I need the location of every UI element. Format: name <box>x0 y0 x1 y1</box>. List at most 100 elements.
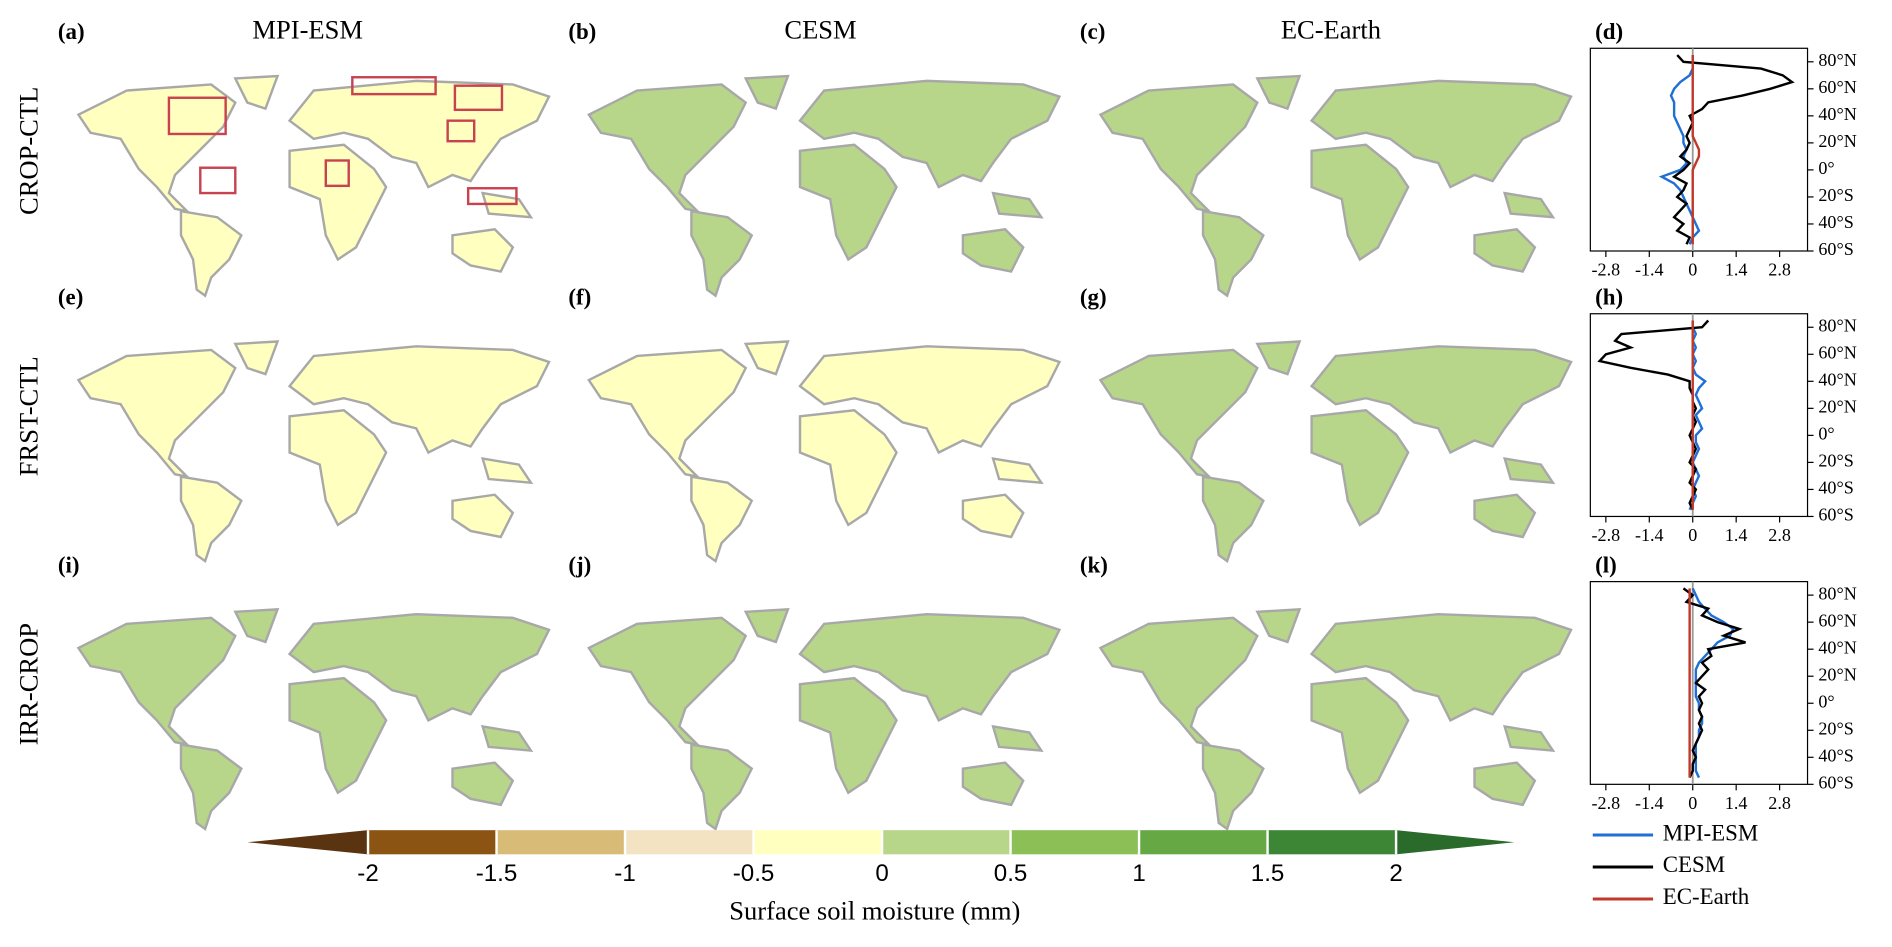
map-cell <box>445 260 459 274</box>
y-tick-label: 20°S <box>1818 451 1853 471</box>
map-cell <box>1132 203 1155 225</box>
map-cell <box>1422 234 1441 253</box>
y-tick-label: 60°S <box>1818 772 1853 792</box>
map-cell <box>1120 79 1133 92</box>
map-cell <box>634 526 664 556</box>
map-cell <box>381 732 401 752</box>
map-cell <box>306 766 320 780</box>
colorbar-extend <box>1396 830 1515 855</box>
x-tick-label: -2.8 <box>1592 525 1621 545</box>
colorbar-bin <box>368 830 497 855</box>
map-cell <box>620 749 655 784</box>
maps <box>77 74 1573 831</box>
map-cell <box>1261 524 1290 553</box>
map-cell <box>340 816 353 828</box>
map-cell <box>856 609 878 621</box>
column-title: CESM <box>784 15 856 45</box>
map-cell <box>914 251 949 286</box>
map-cell <box>1536 521 1569 554</box>
map-cell <box>1100 449 1107 461</box>
map-cell <box>1277 807 1298 828</box>
map-cell <box>373 271 384 282</box>
map-cell <box>415 532 442 559</box>
map-cell <box>1041 153 1060 183</box>
plot-frame <box>1589 581 1809 785</box>
map-cell <box>1100 489 1112 512</box>
map-cell <box>1447 269 1479 296</box>
map-cell <box>1162 762 1188 788</box>
map-cell <box>1129 783 1148 802</box>
map-cell <box>1273 256 1307 290</box>
map-cell <box>259 127 280 148</box>
x-tick-label: -1.4 <box>1635 793 1664 813</box>
panel-label: (h) <box>1595 285 1623 310</box>
map-cell <box>428 781 441 794</box>
map-cell <box>1555 674 1570 690</box>
map-cell <box>410 451 428 469</box>
map-cell <box>896 534 932 562</box>
land <box>1100 609 1572 829</box>
land <box>588 76 1060 296</box>
colorbar-bin <box>1267 830 1397 855</box>
map-cell <box>217 676 244 703</box>
map-cell <box>1126 733 1145 751</box>
row-label: IRR-CROP <box>13 623 43 745</box>
map-cell <box>1305 236 1337 267</box>
map-cell <box>1428 773 1441 785</box>
map-cell <box>85 517 99 531</box>
land <box>78 341 550 562</box>
map-cell <box>1257 672 1295 710</box>
map-cell <box>1433 504 1464 535</box>
map-cell <box>237 672 248 684</box>
map-cell <box>197 413 230 446</box>
panel-label: (l) <box>1595 552 1617 577</box>
x-tick-label: -1.4 <box>1635 260 1664 280</box>
profiles: (d) -2.8 -1.4 0 1.4 2.8 80°N 60°N 40°N 20°N 0° 20°S… <box>1589 19 1857 813</box>
map-cell <box>1135 447 1158 469</box>
panel-label: (a) <box>58 19 85 44</box>
map-cell <box>1406 464 1429 487</box>
map-cell <box>1544 664 1572 693</box>
map-cell <box>591 718 619 746</box>
map-cell <box>263 652 288 677</box>
map-cell <box>116 459 148 492</box>
colorbar-bin <box>1010 830 1140 855</box>
map-cell <box>759 415 793 449</box>
map-cell <box>1236 193 1263 220</box>
plot-frame <box>1589 313 1809 518</box>
map-cell <box>192 724 214 747</box>
row-label: FRST-CTL <box>13 356 43 476</box>
y-tick-label: 20°S <box>1818 185 1853 205</box>
map-cell <box>1264 663 1298 698</box>
map-cell <box>946 466 976 496</box>
y-tick-label: 0° <box>1818 691 1834 711</box>
map-cell <box>279 609 309 632</box>
panel-label: (g) <box>1080 285 1107 310</box>
y-tick-label: 40°S <box>1818 478 1853 498</box>
map-cell <box>1100 505 1136 541</box>
map-panel <box>587 74 1061 297</box>
colorbar-tick-label: 1 <box>1132 860 1145 887</box>
map-cell <box>525 686 550 711</box>
map-cell <box>590 458 601 468</box>
map-cell <box>271 795 295 819</box>
y-tick-label: 20°N <box>1818 664 1856 684</box>
map-cell <box>1553 785 1569 801</box>
map-cell <box>263 458 300 495</box>
profile-chart: (d) -2.8 -1.4 0 1.4 2.8 80°N 60°N 40°N 20°N 0° 20°S… <box>1589 19 1857 280</box>
y-tick-label: 40°N <box>1818 104 1856 124</box>
map-cell <box>1539 683 1549 694</box>
profile-line <box>1671 54 1795 245</box>
map-cell <box>107 157 123 172</box>
map-cell <box>532 436 550 454</box>
map-panel <box>77 608 551 831</box>
map-cell <box>903 217 941 255</box>
map-cell <box>1269 457 1304 492</box>
map-cell <box>238 712 272 746</box>
land <box>588 341 1060 562</box>
map-cell <box>1444 758 1460 773</box>
map-cell <box>1005 412 1026 433</box>
column-title: MPI-ESM <box>252 15 363 45</box>
row-label: CROP-CTL <box>13 87 43 215</box>
map-cell <box>100 76 128 91</box>
